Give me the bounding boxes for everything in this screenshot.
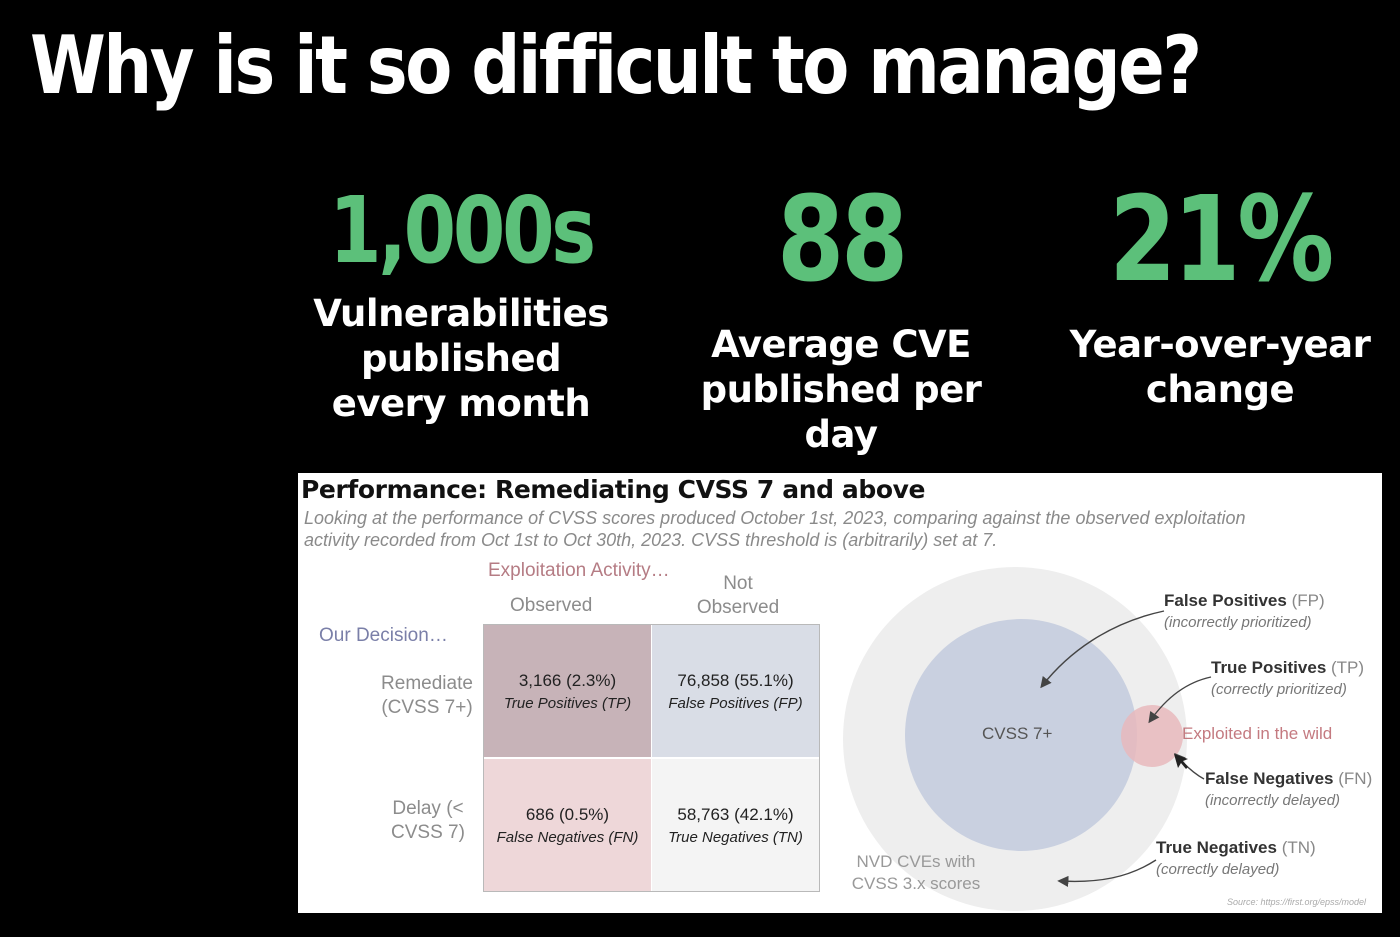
tn-arrow bbox=[1057, 859, 1157, 888]
confusion-matrix: 3,166 (2.3%) True Positives (TP) 76,858 … bbox=[483, 624, 820, 892]
fp-title: False Positives bbox=[1164, 591, 1287, 610]
exploited-circle bbox=[1121, 705, 1183, 767]
stat-label-line: Year-over-year bbox=[1069, 323, 1371, 366]
cell-value: 3,166 (2.3%) bbox=[518, 670, 617, 690]
stat-label-line: Average CVE bbox=[711, 323, 971, 366]
tn-title: True Negatives bbox=[1156, 838, 1277, 857]
cell-false-negatives: 686 (0.5%) False Negatives (FN) bbox=[484, 759, 651, 891]
tp-abbr: (TP) bbox=[1331, 658, 1365, 677]
cell-value: 58,763 (42.1%) bbox=[677, 804, 794, 824]
our-decision-label: Our Decision… bbox=[319, 625, 448, 646]
cell-false-positives: 76,858 (55.1%) False Positives (FP) bbox=[652, 625, 819, 757]
cvss-circle bbox=[905, 619, 1137, 851]
tn-abbr: (TN) bbox=[1281, 838, 1316, 857]
page-title: Why is it so difficult to manage? bbox=[30, 19, 1202, 112]
stat-label-line: Vulnerabilities bbox=[313, 292, 609, 335]
cell-name: False Positives (FP) bbox=[668, 694, 803, 712]
tp-annotation: True Positives (TP) (correctly prioritiz… bbox=[1211, 657, 1364, 700]
stat-value: 88 bbox=[776, 170, 908, 308]
tp-note: (correctly prioritized) bbox=[1211, 681, 1347, 698]
stat-label: Vulnerabilities published every month bbox=[296, 291, 626, 426]
stat-label: Average CVE published per day bbox=[676, 322, 1006, 457]
delay-row-label: Delay (< CVSS 7) bbox=[391, 798, 465, 843]
cell-value: 76,858 (55.1%) bbox=[677, 670, 794, 690]
stat-value: 21% bbox=[1109, 170, 1334, 308]
stat-label-line: published bbox=[360, 337, 562, 380]
fn-annotation: False Negatives (FN) (incorrectly delaye… bbox=[1205, 768, 1372, 811]
cell-value: 686 (0.5%) bbox=[525, 804, 610, 824]
slide-title: Performance: Remediating CVSS 7 and abov… bbox=[301, 475, 926, 504]
nvd-label: NVD CVEs with CVSS 3.x scores bbox=[851, 852, 981, 893]
fp-note: (incorrectly prioritized) bbox=[1164, 614, 1312, 631]
stat-vulnerabilities: 1,000s Vulnerabilities published every m… bbox=[296, 185, 626, 426]
fp-abbr: (FP) bbox=[1291, 591, 1325, 610]
tn-annotation: True Negatives (TN) (correctly delayed) bbox=[1156, 837, 1316, 880]
exploitation-activity-label: Exploitation Activity… bbox=[488, 560, 670, 581]
remediate-row-label: Remediate (CVSS 7+) bbox=[381, 673, 473, 718]
tn-note: (correctly delayed) bbox=[1156, 861, 1280, 878]
embedded-slide: Performance: Remediating CVSS 7 and abov… bbox=[298, 473, 1382, 913]
fp-arrow bbox=[1040, 610, 1165, 689]
not-observed-header: Not Observed bbox=[696, 573, 780, 618]
observed-header: Observed bbox=[510, 595, 593, 616]
cell-true-positives: 3,166 (2.3%) True Positives (TP) bbox=[484, 625, 651, 757]
fn-abbr: (FN) bbox=[1338, 769, 1373, 788]
stat-cve-per-day: 88 Average CVE published per day bbox=[676, 180, 1006, 457]
fn-title: False Negatives bbox=[1205, 769, 1334, 788]
tp-title: True Positives bbox=[1211, 658, 1327, 677]
venn-diagram bbox=[843, 567, 1212, 911]
fn-note: (incorrectly delayed) bbox=[1205, 792, 1341, 809]
stat-label-line: change bbox=[1145, 368, 1295, 411]
cell-name: False Negatives (FN) bbox=[496, 828, 639, 846]
cell-name: True Negatives (TN) bbox=[668, 828, 803, 846]
exploited-label: Exploited in the wild bbox=[1182, 724, 1333, 743]
stat-value: 1,000s bbox=[329, 177, 596, 284]
stat-label-line: every month bbox=[331, 382, 591, 425]
stat-label-line: published per bbox=[700, 368, 982, 411]
cell-true-negatives: 58,763 (42.1%) True Negatives (TN) bbox=[652, 759, 819, 891]
stat-label: Year-over-year change bbox=[1055, 322, 1385, 412]
slide-subtitle: Looking at the performance of CVSS score… bbox=[304, 508, 1246, 550]
fp-annotation: False Positives (FP) (incorrectly priori… bbox=[1164, 590, 1325, 633]
source-note: Source: https://first.org/epss/model bbox=[1226, 897, 1366, 907]
stat-yoy-change: 21% Year-over-year change bbox=[1055, 180, 1385, 412]
mouse-cursor-icon bbox=[1174, 754, 1188, 769]
cvss-label: CVSS 7+ bbox=[982, 724, 1053, 743]
stat-label-line: day bbox=[804, 413, 878, 456]
tp-arrow bbox=[1148, 676, 1212, 724]
cell-name: True Positives (TP) bbox=[503, 694, 632, 712]
